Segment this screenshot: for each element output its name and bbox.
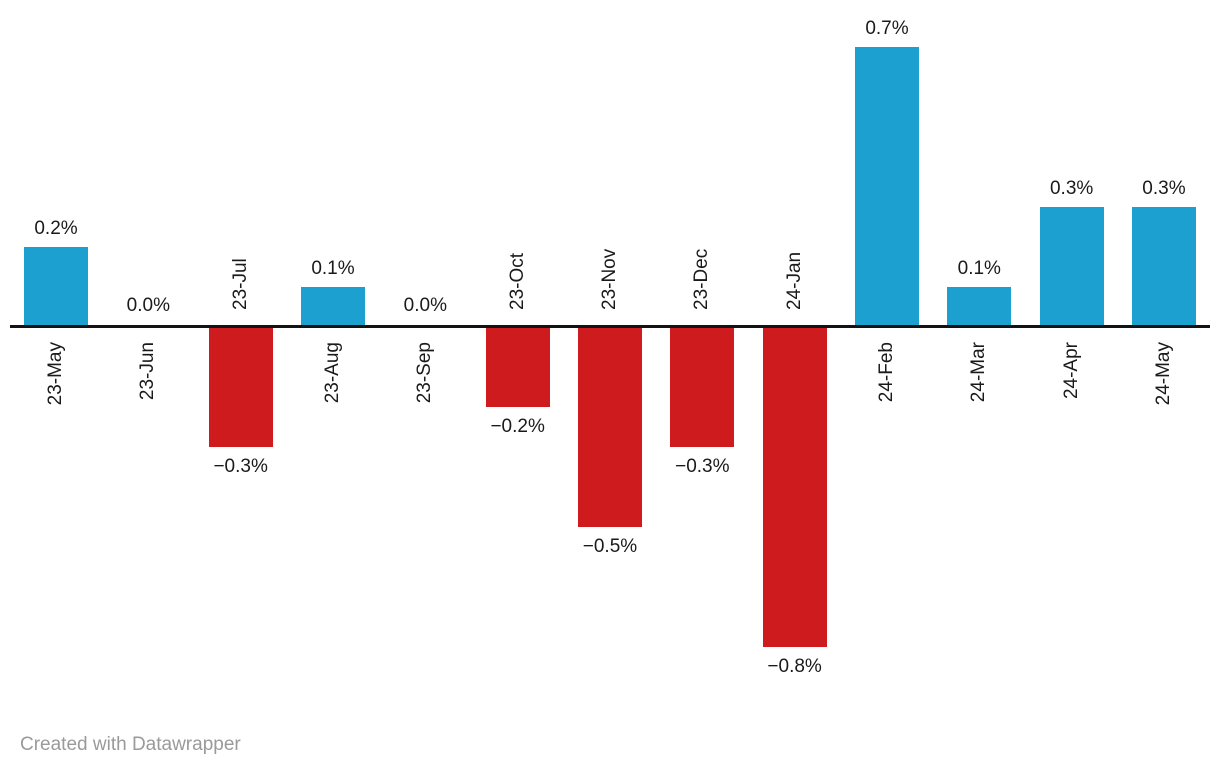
- category-label-wrap: 23-Jun: [135, 342, 161, 405]
- value-label-24-Jan: −0.8%: [767, 656, 822, 677]
- category-label-24-Apr: 24-Apr: [1060, 342, 1082, 400]
- category-label-wrap: 23-Jul: [228, 258, 254, 315]
- bar-23-Jul: [208, 327, 273, 447]
- category-label-wrap: 24-Feb: [874, 342, 900, 407]
- category-label-24-Mar: 24-Mar: [968, 342, 990, 403]
- category-label-23-Oct: 23-Oct: [506, 252, 528, 310]
- value-label-24-Mar: 0.1%: [957, 258, 1001, 279]
- bar-24-Mar: [947, 287, 1012, 327]
- category-label-24-May: 24-May: [1152, 342, 1174, 406]
- category-label-wrap: 24-Mar: [966, 342, 992, 407]
- bar-24-Feb: [854, 47, 919, 327]
- x-axis-baseline: [10, 325, 1210, 328]
- value-label-23-May: 0.2%: [34, 218, 78, 239]
- value-label-23-Nov: −0.5%: [582, 536, 638, 557]
- value-label-23-Oct: −0.2%: [490, 416, 545, 437]
- bar-24-May: [1131, 207, 1196, 327]
- value-label-23-Aug: 0.1%: [311, 258, 355, 279]
- bar-23-Aug: [300, 287, 365, 327]
- category-label-23-Jul: 23-Jul: [229, 258, 251, 310]
- datawrapper-credit-link[interactable]: Created with Datawrapper: [20, 734, 241, 755]
- value-label-24-Apr: 0.3%: [1049, 178, 1094, 199]
- value-label-24-Feb: 0.7%: [865, 18, 909, 39]
- category-label-wrap: 23-Nov: [597, 249, 623, 315]
- category-label-wrap: 24-May: [1151, 342, 1177, 410]
- category-label-23-Aug: 23-Aug: [321, 342, 343, 404]
- bar-23-May: [24, 247, 88, 327]
- category-label-wrap: 23-Oct: [505, 253, 531, 315]
- category-label-23-May: 23-May: [45, 342, 66, 406]
- category-label-24-Jan: 24-Jan: [783, 251, 805, 310]
- chart-footer: Created with Datawrapper: [20, 733, 241, 757]
- category-label-23-Dec: 23-Dec: [691, 248, 713, 310]
- bar-23-Nov: [577, 327, 642, 527]
- category-label-wrap: 24-Apr: [1059, 342, 1085, 404]
- value-label-23-Jun: 0.0%: [126, 295, 170, 316]
- category-label-24-Feb: 24-Feb: [875, 342, 897, 403]
- category-label-wrap: 23-Aug: [320, 342, 346, 408]
- bar-24-Apr: [1039, 207, 1104, 327]
- category-label-wrap: 23-May: [43, 342, 69, 410]
- category-label-23-Nov: 23-Nov: [598, 248, 620, 310]
- category-label-wrap: 23-Dec: [689, 249, 715, 315]
- category-label-wrap: 24-Jan: [782, 252, 808, 315]
- category-label-wrap: 23-Sep: [412, 342, 438, 408]
- value-label-24-May: 0.3%: [1142, 178, 1186, 199]
- bar-24-Jan: [762, 327, 827, 647]
- bar-23-Dec: [670, 327, 735, 447]
- value-label-23-Jul: −0.3%: [213, 456, 268, 477]
- category-label-23-Jun: 23-Jun: [137, 342, 159, 401]
- value-label-23-Sep: 0.0%: [403, 295, 447, 316]
- value-label-23-Dec: −0.3%: [675, 456, 730, 477]
- category-label-23-Sep: 23-Sep: [414, 342, 436, 404]
- bar-23-Oct: [485, 327, 550, 407]
